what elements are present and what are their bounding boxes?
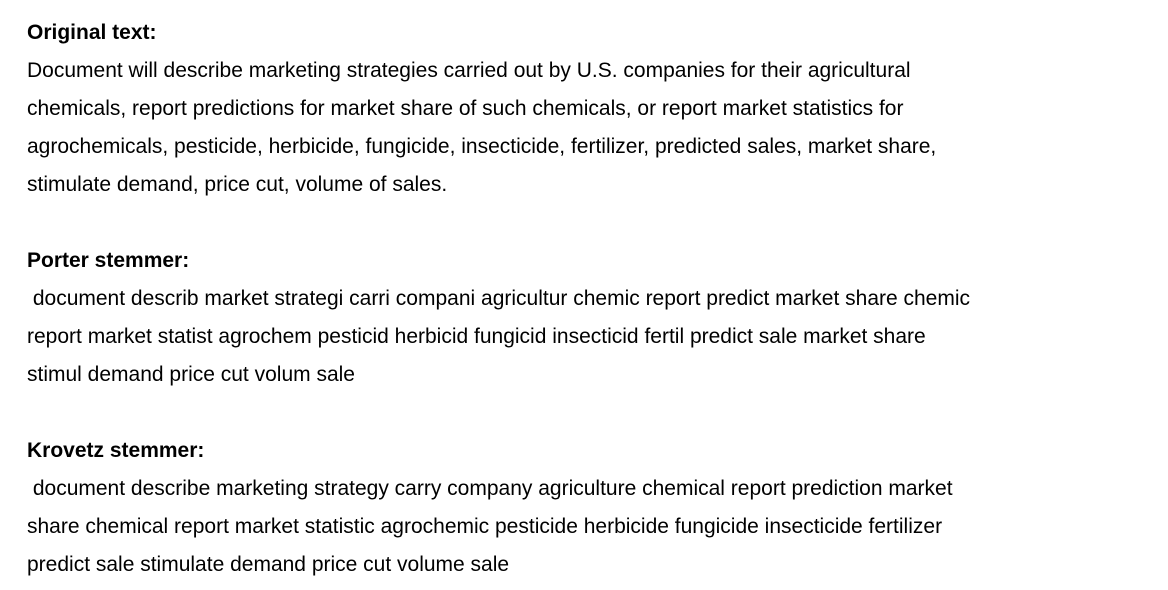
original-text-body: Document will describe marketing strateg… — [27, 52, 1162, 204]
krovetz-stemmer-heading: Krovetz stemmer: — [27, 439, 205, 462]
original-text-line: agrochemicals, pesticide, herbicide, fun… — [27, 135, 937, 158]
porter-stemmer-line: document describ market strategi carri c… — [27, 287, 971, 310]
porter-stemmer-heading: Porter stemmer: — [27, 249, 190, 272]
krovetz-stemmer-body: document describe marketing strategy car… — [27, 470, 1162, 584]
krovetz-stemmer-line: document describe marketing strategy car… — [27, 477, 953, 500]
original-text-line: Document will describe marketing strateg… — [27, 59, 911, 82]
krovetz-stemmer-line: share chemical report market statistic a… — [27, 515, 943, 538]
original-text-section: Original text: Document will describe ma… — [27, 14, 1162, 204]
original-text-line: stimulate demand, price cut, volume of s… — [27, 173, 448, 196]
porter-stemmer-body: document describ market strategi carri c… — [27, 280, 1162, 394]
porter-stemmer-line: stimul demand price cut volum sale — [27, 363, 355, 386]
krovetz-stemmer-line: predict sale stimulate demand price cut … — [27, 553, 510, 576]
document: Original text: Document will describe ma… — [27, 14, 1162, 584]
original-text-heading: Original text: — [27, 21, 157, 44]
original-text-line: chemicals, report predictions for market… — [27, 97, 904, 120]
porter-stemmer-section: Porter stemmer: document describ market … — [27, 242, 1162, 394]
krovetz-stemmer-section: Krovetz stemmer: document describe marke… — [27, 432, 1162, 584]
porter-stemmer-line: report market statist agrochem pesticid … — [27, 325, 926, 348]
